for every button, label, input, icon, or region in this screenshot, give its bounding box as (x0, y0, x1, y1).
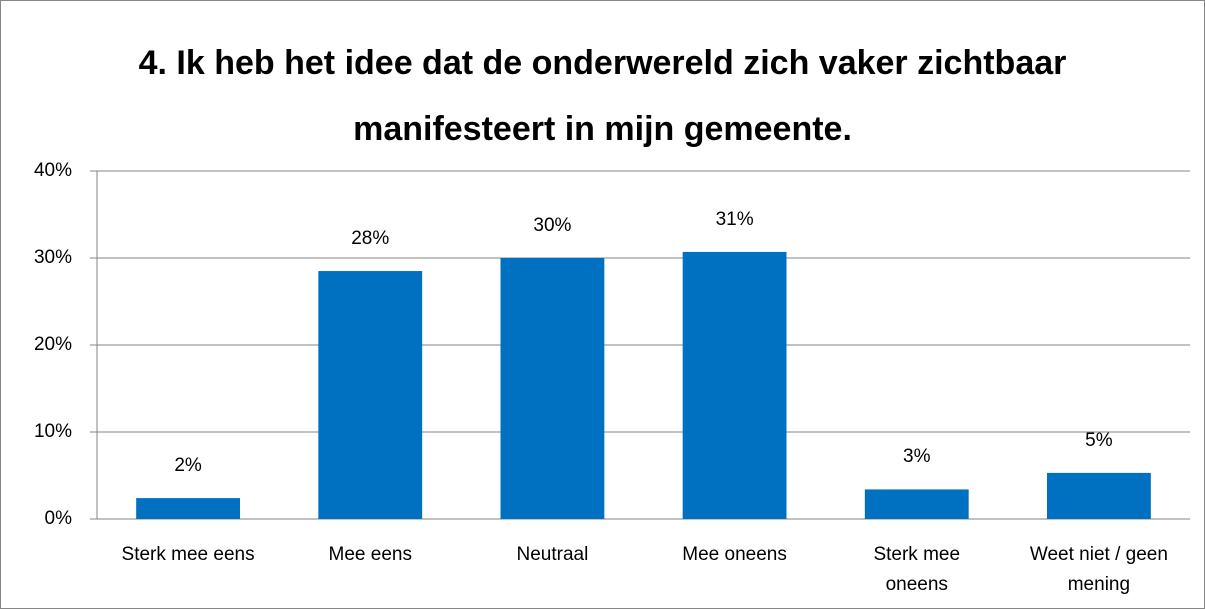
x-tick-label: Mee oneens (682, 544, 787, 565)
value-label: 5% (1085, 429, 1113, 451)
x-tick-label: Sterk mee oneens (873, 544, 961, 595)
value-label: 31% (715, 208, 754, 230)
bar (1046, 472, 1151, 519)
value-label: 3% (903, 446, 931, 468)
y-tick-label: 10% (33, 421, 72, 442)
bar (864, 489, 969, 519)
y-tick-label: 40% (33, 160, 72, 181)
bar (500, 258, 605, 519)
bar (136, 498, 241, 519)
x-tick-label: Mee eens (328, 544, 412, 565)
bar (682, 251, 787, 519)
x-tick-label: Sterk mee eens (121, 544, 255, 565)
y-tick-label: 20% (33, 334, 72, 355)
value-label: 30% (533, 215, 572, 236)
bar (318, 271, 423, 519)
chart-title: 4. Ik heb het idee dat de onderwereld zi… (138, 44, 1067, 148)
y-tick-label: 0% (44, 508, 72, 529)
value-label: 28% (351, 228, 390, 250)
x-tick-label: Weet niet / geen mening (1029, 544, 1168, 595)
value-label: 2% (174, 455, 202, 477)
y-tick-label: 30% (33, 247, 72, 268)
x-tick-label: Neutraal (516, 544, 589, 565)
